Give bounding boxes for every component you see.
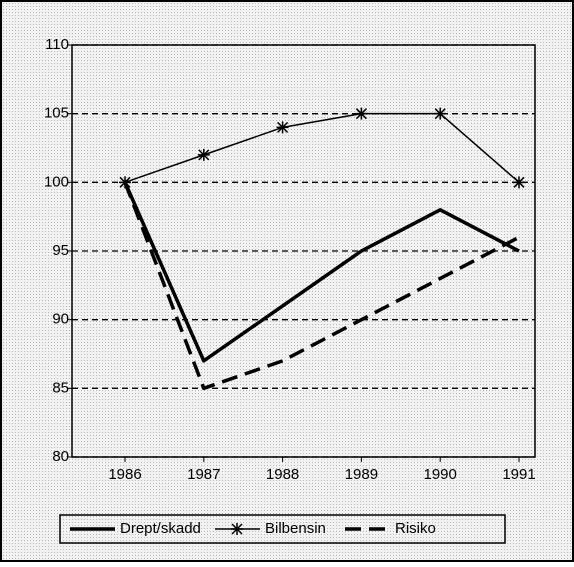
legend-marker (231, 523, 243, 535)
x-tick-label: 1986 (108, 466, 141, 483)
marker (355, 107, 368, 120)
y-tick-label: 110 (45, 36, 69, 53)
x-tick-label: 1990 (424, 466, 457, 483)
legend-box (59, 514, 506, 544)
marker (434, 107, 447, 120)
marker (513, 176, 525, 189)
y-tick-label: 80 (52, 448, 69, 465)
y-tick-label: 90 (52, 311, 69, 328)
marker (276, 121, 289, 134)
series-line (123, 181, 520, 391)
series-line (123, 181, 520, 363)
marker (197, 148, 210, 161)
plot-frame (71, 44, 536, 458)
legend-label: Bilbensin (265, 520, 326, 537)
x-tick-label: 1987 (187, 466, 220, 483)
x-tick-label: 1988 (266, 466, 299, 483)
legend-label: Risiko (395, 520, 436, 537)
series-line (124, 112, 520, 184)
y-tick-label: 105 (44, 105, 69, 122)
y-tick-label: 95 (52, 242, 69, 259)
y-tick-label: 85 (52, 379, 69, 396)
y-tick-label: 100 (44, 173, 69, 190)
x-tick-label: 1989 (345, 466, 378, 483)
legend-label: Drept/skadd (120, 520, 201, 537)
x-tick-label: 1991 (502, 466, 535, 483)
marker (119, 176, 131, 189)
